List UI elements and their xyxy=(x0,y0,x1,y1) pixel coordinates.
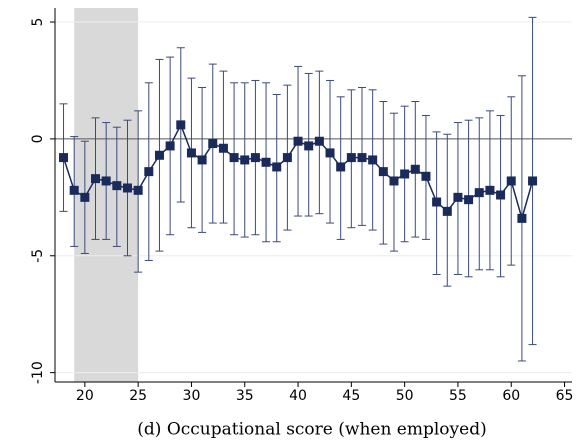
x-tick-label: 30 xyxy=(183,388,201,404)
point xyxy=(229,153,239,163)
point xyxy=(133,185,143,195)
point xyxy=(304,141,314,151)
x-tick-label: 35 xyxy=(236,388,254,404)
point xyxy=(282,153,292,163)
point xyxy=(474,188,484,198)
x-tick-label: 50 xyxy=(396,388,414,404)
point xyxy=(528,176,538,186)
point xyxy=(272,162,282,172)
point xyxy=(112,181,122,191)
point xyxy=(432,197,442,207)
x-tick-label: 25 xyxy=(129,388,147,404)
point xyxy=(378,167,388,177)
point xyxy=(453,192,463,202)
x-tick-label: 65 xyxy=(556,388,574,404)
point xyxy=(261,157,271,167)
x-tick-label: 20 xyxy=(76,388,94,404)
x-tick-label: 40 xyxy=(289,388,307,404)
point xyxy=(293,136,303,146)
point xyxy=(144,167,154,177)
point xyxy=(69,185,79,195)
point xyxy=(314,136,324,146)
y-tick-label: -5 xyxy=(30,249,46,263)
point xyxy=(186,148,196,158)
point xyxy=(517,213,527,223)
point xyxy=(485,185,495,195)
x-tick-label: 45 xyxy=(342,388,360,404)
point xyxy=(410,164,420,174)
point xyxy=(421,171,431,181)
point xyxy=(59,153,69,163)
point xyxy=(218,143,228,153)
y-tick-label: 0 xyxy=(30,134,46,143)
point xyxy=(154,150,164,160)
point xyxy=(325,148,335,158)
point xyxy=(357,153,367,163)
point xyxy=(389,176,399,186)
point xyxy=(346,153,356,163)
point xyxy=(197,155,207,165)
point xyxy=(122,183,132,193)
x-tick-label: 60 xyxy=(502,388,520,404)
y-tick-label: -10 xyxy=(30,361,46,384)
point xyxy=(250,153,260,163)
point xyxy=(240,155,250,165)
x-tick-label: 55 xyxy=(449,388,467,404)
point xyxy=(442,206,452,216)
point xyxy=(101,176,111,186)
point xyxy=(496,190,506,200)
point xyxy=(400,169,410,179)
point xyxy=(208,139,218,149)
point xyxy=(368,155,378,165)
point xyxy=(165,141,175,151)
point xyxy=(506,176,516,186)
point xyxy=(176,120,186,130)
y-tick-label: 5 xyxy=(30,18,46,27)
point xyxy=(91,174,101,184)
point xyxy=(464,195,474,205)
point xyxy=(336,162,346,172)
caption: (d) Occupational score (when employed) xyxy=(137,420,486,440)
point xyxy=(80,192,90,202)
